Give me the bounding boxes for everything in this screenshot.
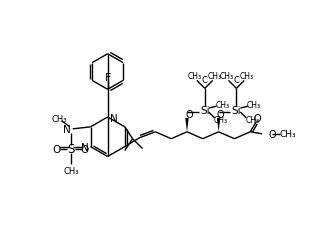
Text: CH₃: CH₃ [215, 100, 230, 109]
Text: Si: Si [232, 106, 241, 116]
Text: S: S [67, 143, 75, 155]
Text: O: O [253, 113, 261, 123]
Text: CH₃: CH₃ [245, 116, 259, 125]
Text: CH₃: CH₃ [213, 116, 228, 125]
Polygon shape [185, 119, 189, 132]
Text: N: N [110, 113, 117, 123]
Text: CH₃: CH₃ [279, 130, 296, 139]
Polygon shape [217, 119, 220, 132]
Text: O: O [217, 109, 224, 119]
Text: O: O [185, 109, 193, 119]
Text: CH₃: CH₃ [51, 115, 67, 124]
Text: N: N [81, 142, 89, 152]
Text: CH₃: CH₃ [239, 72, 253, 81]
Text: Si: Si [200, 106, 210, 116]
Text: O: O [80, 144, 89, 154]
Text: CH₃: CH₃ [63, 166, 78, 175]
Text: CH₃: CH₃ [208, 72, 222, 81]
Text: CH₃: CH₃ [220, 72, 234, 81]
Text: CH₃: CH₃ [188, 72, 202, 81]
Text: C: C [234, 76, 239, 85]
Text: O: O [53, 144, 61, 154]
Text: F: F [104, 73, 111, 83]
Text: O: O [268, 129, 276, 139]
Text: CH₃: CH₃ [247, 100, 261, 109]
Text: C: C [202, 76, 208, 85]
Text: N: N [63, 124, 71, 134]
